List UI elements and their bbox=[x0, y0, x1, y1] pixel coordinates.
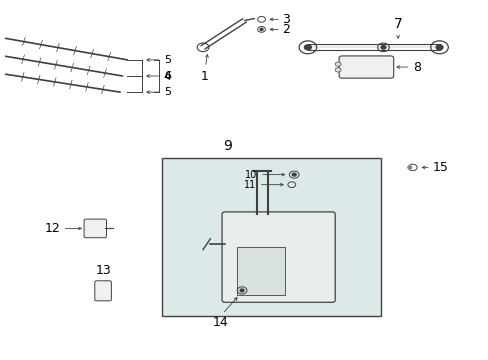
Text: 5: 5 bbox=[163, 55, 171, 65]
Text: 7: 7 bbox=[393, 17, 402, 31]
Circle shape bbox=[407, 166, 411, 169]
Text: 10: 10 bbox=[245, 170, 257, 180]
Text: 5: 5 bbox=[163, 87, 171, 97]
FancyBboxPatch shape bbox=[222, 212, 334, 302]
Circle shape bbox=[304, 45, 311, 50]
Circle shape bbox=[260, 28, 263, 31]
Bar bbox=[161, 158, 380, 316]
Circle shape bbox=[292, 173, 296, 176]
Circle shape bbox=[334, 68, 340, 72]
Text: 8: 8 bbox=[412, 60, 420, 73]
Circle shape bbox=[380, 45, 385, 49]
Text: 13: 13 bbox=[95, 264, 111, 277]
Text: 14: 14 bbox=[212, 316, 227, 329]
Text: 2: 2 bbox=[282, 23, 290, 36]
FancyBboxPatch shape bbox=[95, 281, 111, 301]
Text: 15: 15 bbox=[432, 161, 447, 174]
Text: 4: 4 bbox=[163, 69, 171, 82]
Text: 11: 11 bbox=[244, 180, 256, 190]
Circle shape bbox=[240, 289, 244, 292]
Text: 3: 3 bbox=[282, 13, 290, 26]
Text: 9: 9 bbox=[223, 139, 231, 153]
Text: 12: 12 bbox=[45, 222, 61, 235]
FancyBboxPatch shape bbox=[338, 56, 393, 78]
Text: 6: 6 bbox=[163, 71, 171, 81]
FancyBboxPatch shape bbox=[84, 219, 106, 238]
Text: 1: 1 bbox=[200, 69, 208, 82]
Circle shape bbox=[435, 45, 442, 50]
Circle shape bbox=[334, 62, 340, 66]
Bar bbox=[237, 247, 285, 295]
